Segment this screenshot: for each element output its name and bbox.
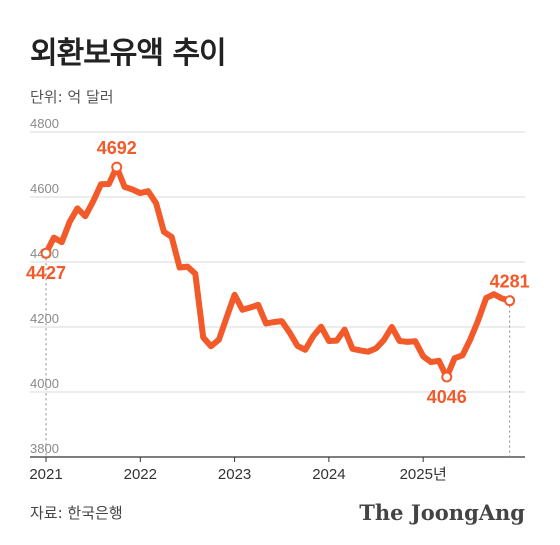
point-marker-4281	[504, 295, 516, 307]
x-tick-label-2022: 2022	[124, 466, 157, 483]
x-tick-label-2023: 2023	[218, 466, 251, 483]
data-labels-layer: 4427 4692 4046 4281	[26, 138, 530, 407]
y-axis-ticks: 480046004400420040003800	[30, 116, 59, 456]
point-marker-4692	[111, 161, 123, 173]
marker-guides	[45, 253, 511, 457]
gridlines	[30, 131, 525, 458]
brand-logo: The JoongAng	[359, 500, 525, 525]
y-tick-label-4200: 4200	[30, 311, 59, 326]
x-tick-label-2021: 2021	[29, 466, 62, 483]
point-marker-4046	[441, 371, 453, 383]
data-label-4281: 4281	[490, 272, 530, 292]
markers-layer	[40, 161, 516, 383]
data-label-4692: 4692	[97, 138, 137, 158]
x-axis-ticks: 2021 2022 2023 2024 2025년	[29, 457, 447, 483]
series-layer	[43, 164, 513, 381]
y-tick-label-4800: 4800	[30, 116, 59, 131]
series-line	[43, 164, 513, 381]
point-marker-4427	[40, 247, 52, 259]
x-tick-label-2025년: 2025년	[400, 466, 447, 483]
data-label-4046: 4046	[427, 387, 467, 407]
y-tick-label-4600: 4600	[30, 181, 59, 196]
source-note: 자료: 한국은행	[30, 504, 123, 522]
y-tick-label-3800: 3800	[30, 441, 59, 456]
unit-label: 단위: 억 달러	[30, 88, 114, 106]
data-label-4427: 4427	[26, 263, 66, 283]
y-tick-label-4000: 4000	[30, 376, 59, 391]
chart-title: 외환보유액 추이	[30, 36, 227, 71]
x-tick-label-2024: 2024	[312, 466, 345, 483]
